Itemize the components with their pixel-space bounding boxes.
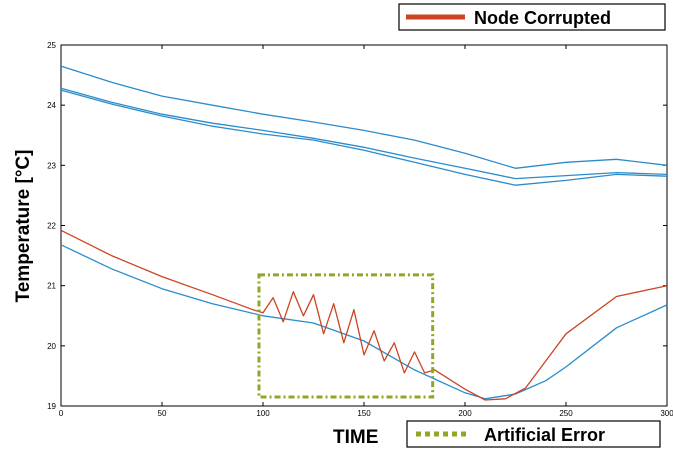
y-axis-label: Temperature [°C] [13,150,34,303]
y-tick-label: 21 [47,282,56,291]
y-tick-label: 22 [47,222,56,231]
x-tick-label: 50 [158,409,167,418]
series-line-3 [60,89,668,186]
x-tick-label: 150 [357,409,371,418]
series-line-corrupted [60,229,668,401]
legend-artificial-error-label: Artificial Error [484,425,605,445]
legend-artificial-error: Artificial Error [406,420,661,448]
x-axis-label: TIME [333,427,378,448]
series-line-1 [60,65,668,169]
y-tick-label: 19 [47,402,56,411]
legend-node-corrupted-label: Node Corrupted [474,8,611,28]
y-tick-label: 24 [47,101,56,110]
legend-node-corrupted: Node Corrupted [398,3,666,31]
x-tick-label: 0 [59,409,64,418]
artificial-error-box [257,273,435,399]
series-line-2 [60,87,668,180]
y-tick-label: 23 [47,161,56,170]
x-tick-label: 200 [458,409,472,418]
plot-area [60,44,668,407]
x-tick-label: 300 [660,409,673,418]
y-tick-label: 20 [47,342,56,351]
series-line-4 [60,244,668,400]
x-tick-label: 100 [256,409,270,418]
y-tick-label: 25 [47,41,56,50]
x-tick-label: 250 [559,409,573,418]
